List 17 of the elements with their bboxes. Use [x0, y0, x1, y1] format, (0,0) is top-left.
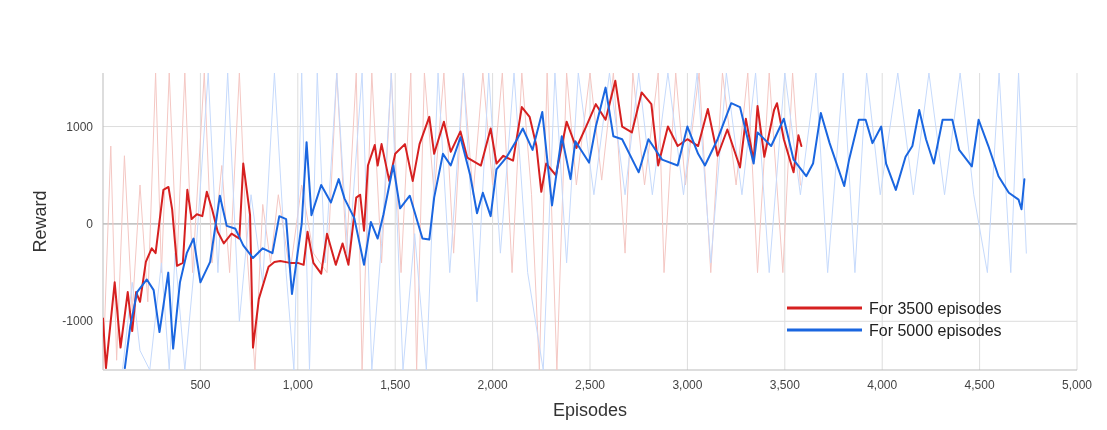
x-tick-label: 4,000 — [867, 378, 898, 392]
x-tick-label: 1,000 — [282, 378, 314, 392]
y-axis-title: Reward — [30, 190, 50, 253]
y-tick-label: 1000 — [66, 119, 94, 134]
x-tick-label: 500 — [190, 378, 211, 392]
x-tick-label: 5,000 — [1061, 378, 1093, 392]
x-tick-label: 2,500 — [574, 378, 606, 392]
x-tick-label: 4,500 — [964, 378, 995, 392]
y-tick-label: 0 — [86, 216, 94, 231]
y-tick-label: -1000 — [62, 314, 94, 329]
legend-label: For 5000 episodes — [869, 322, 1002, 339]
x-tick-label: 2,000 — [477, 378, 508, 392]
x-tick-label: 3,000 — [672, 378, 703, 392]
legend-label: For 3500 episodes — [869, 300, 1002, 317]
x-tick-label: 1,500 — [380, 378, 411, 392]
x-tick-label: 3,500 — [769, 378, 801, 392]
x-axis-title: Episodes — [552, 400, 628, 420]
